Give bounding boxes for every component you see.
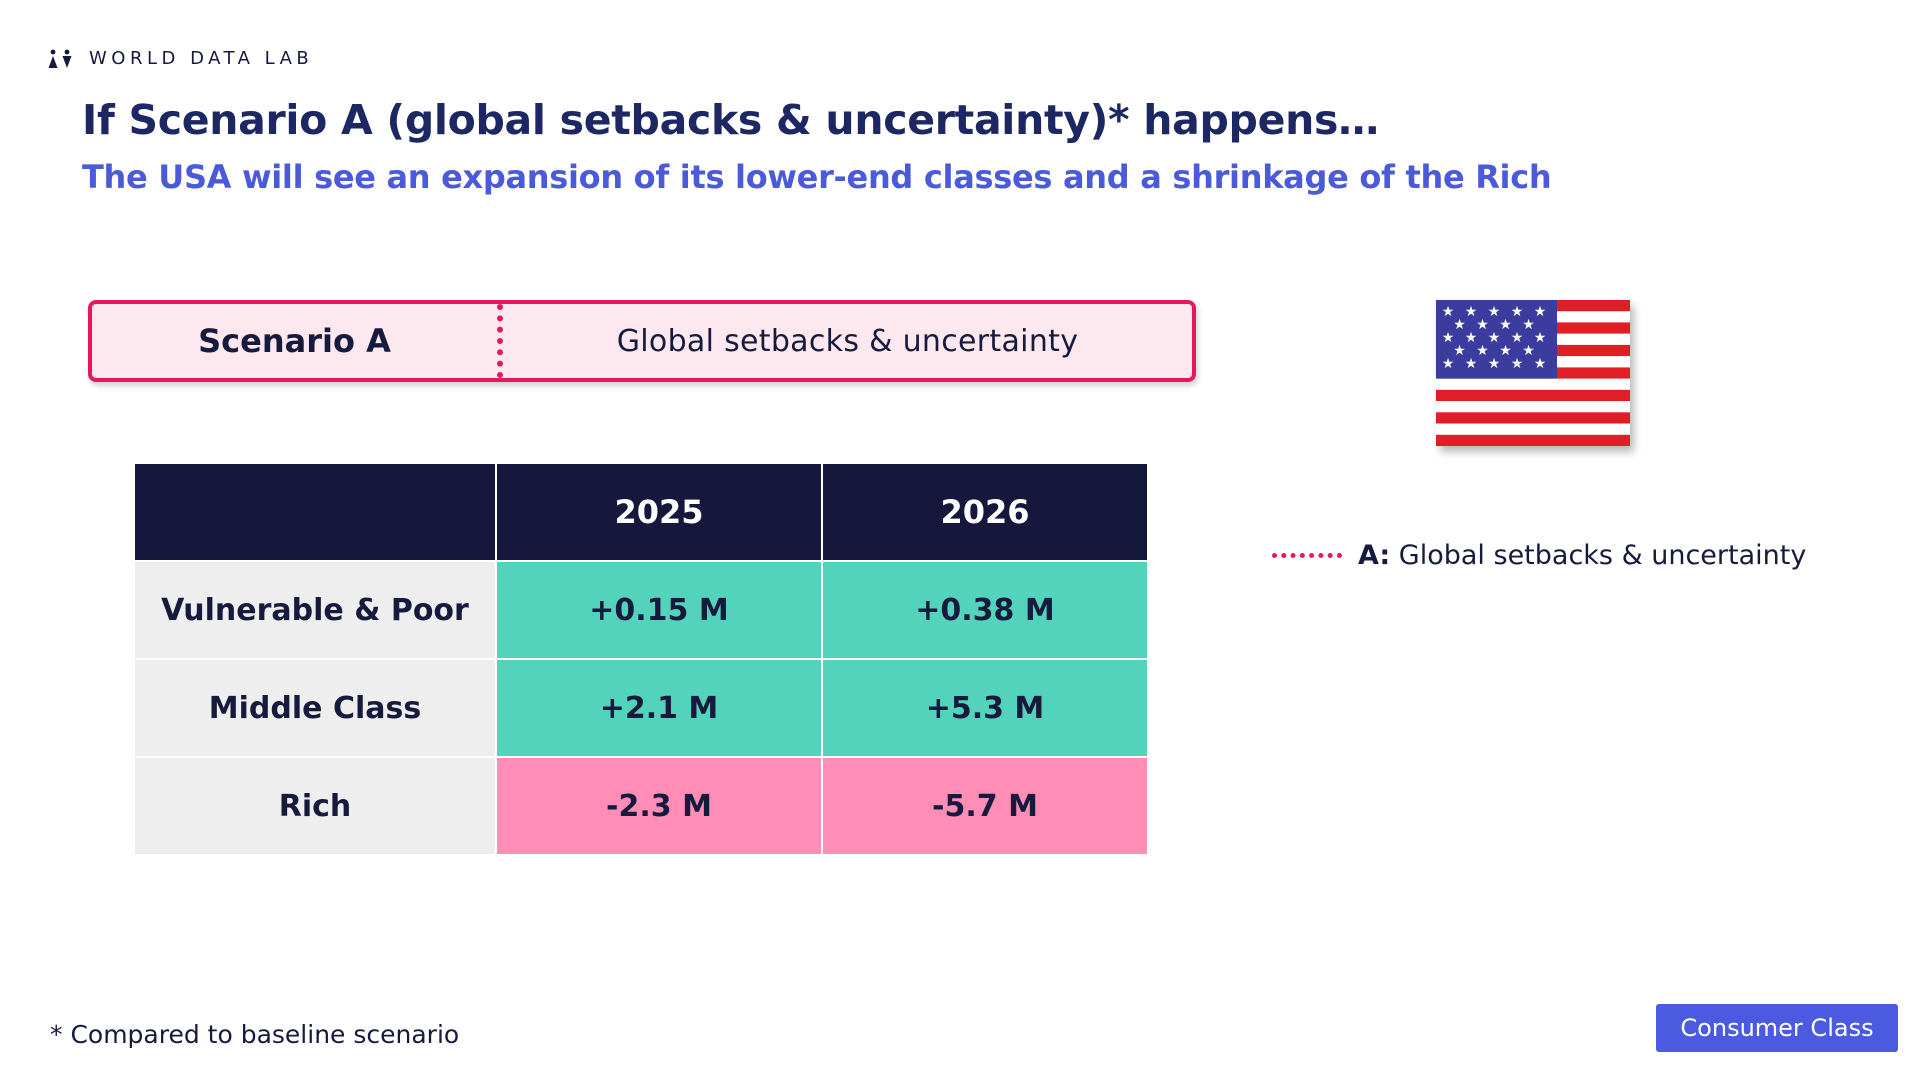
- row-label: Vulnerable & Poor: [133, 560, 497, 660]
- people-logo-icon: [48, 49, 72, 68]
- brand: WORLD DATA LAB: [47, 48, 313, 69]
- class-change-table: 2025 2026 Vulnerable & Poor +0.15 M +0.3…: [133, 462, 1149, 856]
- svg-text:★: ★: [1476, 317, 1489, 333]
- svg-text:★: ★: [1488, 304, 1501, 320]
- table-cell: +5.3 M: [821, 658, 1149, 758]
- svg-text:★: ★: [1534, 330, 1547, 346]
- svg-text:★: ★: [1442, 356, 1455, 372]
- row-label: Rich: [133, 756, 497, 856]
- svg-text:★: ★: [1534, 356, 1547, 372]
- page-subtitle: The USA will see an expansion of its low…: [82, 158, 1552, 196]
- svg-text:★: ★: [1465, 356, 1478, 372]
- table-cell: -2.3 M: [495, 756, 823, 856]
- svg-text:★: ★: [1534, 304, 1547, 320]
- table-header-row: 2025 2026: [133, 462, 1149, 562]
- table-row: Middle Class +2.1 M +5.3 M: [133, 658, 1149, 758]
- table-cell: +0.15 M: [495, 560, 823, 660]
- svg-text:★: ★: [1465, 304, 1478, 320]
- svg-text:★: ★: [1511, 330, 1524, 346]
- column-header-2026: 2026: [821, 462, 1149, 562]
- page-title: If Scenario A (global setbacks & uncerta…: [82, 96, 1379, 144]
- scenario-name: Scenario A: [198, 322, 391, 360]
- table-row: Rich -2.3 M -5.7 M: [133, 756, 1149, 856]
- svg-text:★: ★: [1522, 317, 1535, 333]
- table-cell: +2.1 M: [495, 658, 823, 758]
- scenario-divider: [497, 304, 503, 378]
- column-header-2025: 2025: [495, 462, 823, 562]
- legend-label: Global setbacks & uncertainty: [1398, 540, 1807, 571]
- svg-text:★: ★: [1499, 343, 1512, 359]
- table-corner-cell: [133, 462, 497, 562]
- svg-text:★: ★: [1442, 304, 1455, 320]
- svg-text:★: ★: [1522, 343, 1535, 359]
- scenario-description: Global setbacks & uncertainty: [616, 323, 1079, 359]
- table-cell: -5.7 M: [821, 756, 1149, 856]
- svg-text:★: ★: [1465, 330, 1478, 346]
- svg-text:★: ★: [1511, 356, 1524, 372]
- svg-text:★: ★: [1453, 317, 1466, 333]
- footnote: * Compared to baseline scenario: [50, 1020, 460, 1049]
- row-label: Middle Class: [133, 658, 497, 758]
- us-flag-icon: ★ ★ ★ ★ ★ ★ ★ ★ ★ ★ ★ ★ ★ ★ ★ ★ ★ ★ ★ ★ ★ ★ ★: [1436, 300, 1630, 446]
- legend-dotted-line: [1272, 553, 1342, 558]
- brand-name: WORLD DATA LAB: [89, 48, 314, 69]
- table-cell: +0.38 M: [821, 560, 1149, 660]
- scenario-banner: Scenario A Global setbacks & uncertainty: [88, 300, 1196, 382]
- legend-entry: A: Global setbacks & uncertainty: [1358, 540, 1806, 571]
- svg-text:★: ★: [1453, 343, 1466, 359]
- consumer-class-button[interactable]: Consumer Class: [1656, 1004, 1898, 1052]
- svg-text:★: ★: [1476, 343, 1489, 359]
- svg-text:★: ★: [1488, 356, 1501, 372]
- svg-text:★: ★: [1442, 330, 1455, 346]
- svg-text:★: ★: [1488, 330, 1501, 346]
- svg-text:★: ★: [1499, 317, 1512, 333]
- legend-key: A:: [1358, 540, 1391, 571]
- legend: A: Global setbacks & uncertainty: [1272, 540, 1806, 571]
- svg-text:★: ★: [1511, 304, 1524, 320]
- table-row: Vulnerable & Poor +0.15 M +0.38 M: [133, 560, 1149, 660]
